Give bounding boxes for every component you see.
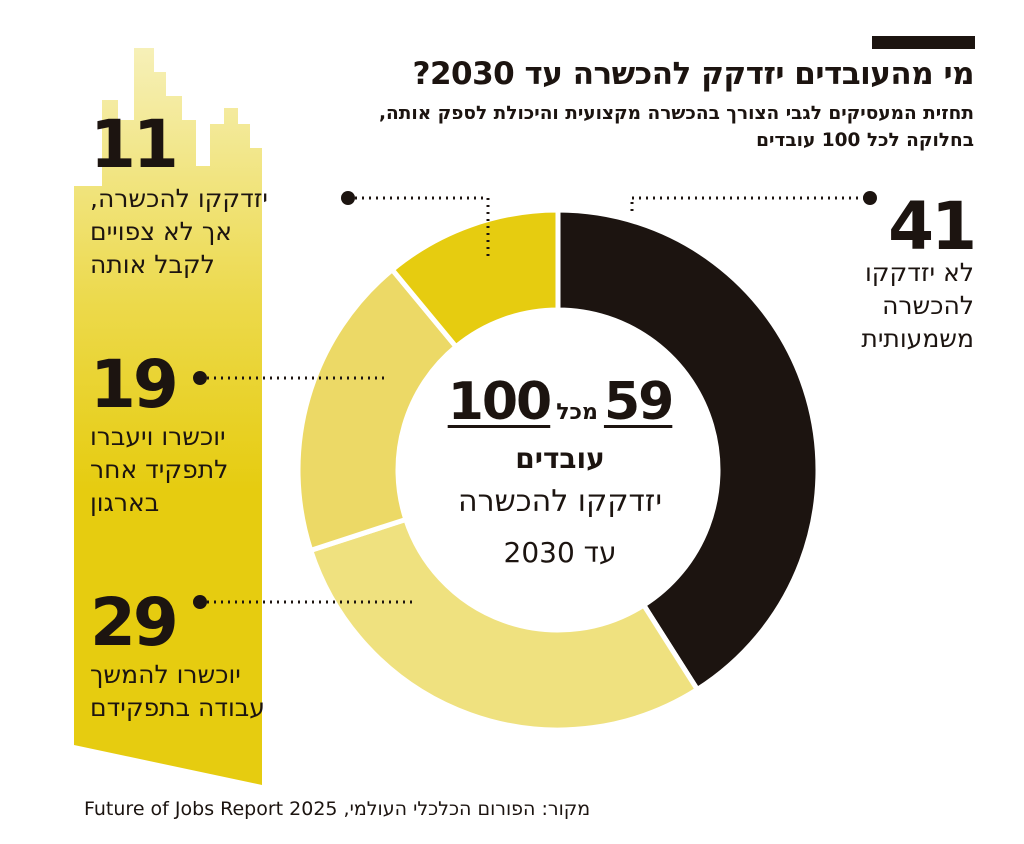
slice-no-training xyxy=(555,207,821,693)
label-line: יוכשרו ויעברו xyxy=(90,422,226,451)
chart-title: מי מהעובדים יזדקק להכשרה עד 2030? xyxy=(412,56,974,92)
connector-19-dot xyxy=(193,371,207,385)
center-text-line-2: עד 2030 xyxy=(503,536,617,569)
chart-subtitle-line-1: תחזית המעסיקים לגבי הצורך בהכשרה מקצועית… xyxy=(378,103,974,124)
value-29: 29 xyxy=(90,584,179,661)
label-no-training: לא יזדקקו להכשרה משמעותית xyxy=(861,256,974,355)
slice-trained-new-role xyxy=(295,266,460,554)
label-training-not-received: יזדקקו להכשרה, אך לא צפויים לקבל אותה xyxy=(90,182,268,281)
label-line: לא יזדקקו xyxy=(864,258,974,287)
label-line: לתפקיד אחר xyxy=(90,455,229,484)
center-of-word: מכל xyxy=(556,400,598,425)
label-line: עבודה בתפקידם xyxy=(90,693,265,722)
label-line: משמעותית xyxy=(861,324,974,353)
label-trained-new-role: יוכשרו ויעברו לתפקיד אחר בארגון xyxy=(90,420,228,519)
label-line: יוכשרו להמשך xyxy=(90,660,241,689)
label-line: יזדקקו להכשרה, xyxy=(90,184,268,213)
label-line: להכשרה xyxy=(882,291,974,320)
center-total: 100 xyxy=(447,372,553,432)
label-trained-same-role: יוכשרו להמשך עבודה בתפקידם xyxy=(90,658,265,724)
center-text-line-1: יזדקקו להכשרה xyxy=(457,484,663,519)
slice-trained-same-role xyxy=(307,516,701,733)
slice-training-not-received xyxy=(388,207,561,351)
value-19: 19 xyxy=(90,346,179,423)
value-41: 41 xyxy=(888,188,977,265)
label-line: אך לא צפויים xyxy=(90,217,232,246)
connector-41-dot xyxy=(863,191,877,205)
label-line: לקבל אותה xyxy=(90,250,215,279)
accent-bar xyxy=(872,36,975,49)
source-note: מקור: הפורום הכלכלי העולמי, Future of Jo… xyxy=(84,798,591,820)
center-value: 59 xyxy=(603,372,674,432)
center-workers-label: עובדים xyxy=(515,442,605,475)
value-11: 11 xyxy=(90,106,179,183)
chart-subtitle-line-2: בחלוקה לכל 100 עובדים xyxy=(756,130,974,151)
label-line: בארגון xyxy=(90,488,160,517)
connector-lines xyxy=(193,191,877,609)
connector-11-dot xyxy=(341,191,355,205)
center-headline: 59מכל100 xyxy=(420,372,700,432)
connector-29-dot xyxy=(193,595,207,609)
